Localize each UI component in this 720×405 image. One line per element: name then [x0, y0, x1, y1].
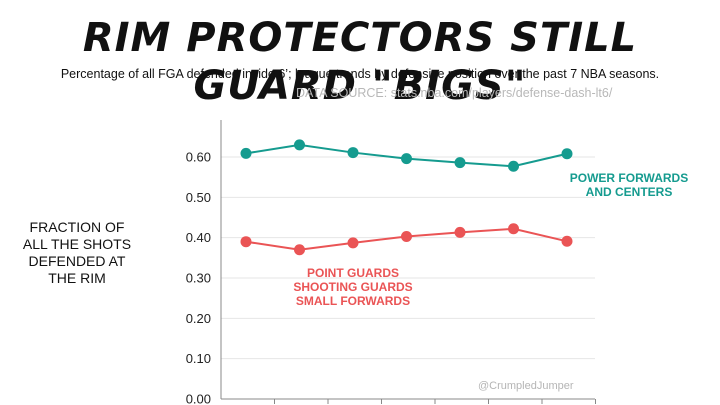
data-point-bigs: [561, 148, 573, 160]
y-tick-label: 0.20: [186, 311, 211, 326]
data-point-bigs: [454, 157, 466, 169]
data-source-note: DATA SOURCE: stats.nba.com/players/defen…: [296, 86, 613, 100]
data-point-perimeter: [240, 236, 252, 248]
chart-subtitle: Percentage of all FGA defended inside 6’…: [60, 67, 660, 81]
data-point-bigs: [294, 139, 305, 151]
data-point-perimeter: [561, 235, 573, 247]
y-tick-label: 0.30: [186, 271, 211, 286]
data-point-perimeter: [508, 223, 519, 235]
series-label-bigs: POWER FORWARDS AND CENTERS: [570, 171, 688, 199]
data-point-perimeter: [401, 230, 412, 242]
data-point-bigs: [508, 160, 519, 172]
data-point-bigs: [240, 147, 252, 159]
data-point-perimeter: [294, 244, 305, 256]
y-tick-label: 0.40: [186, 230, 211, 245]
series-label-line: SHOOTING GUARDS: [293, 280, 412, 294]
y-tick-label: 0.60: [186, 150, 211, 165]
data-point-bigs: [401, 153, 412, 165]
series-label-line: POWER FORWARDS: [570, 171, 688, 185]
y-tick-label: 0.00: [186, 392, 211, 405]
series-label-line: AND CENTERS: [586, 185, 673, 199]
y-tick-label: 0.10: [186, 351, 211, 366]
chart-title: RIM PROTECTORS STILL GUARD "BIGS": [82, 15, 638, 109]
series-lines: [240, 139, 573, 256]
gridlines: [221, 156, 595, 360]
data-point-bigs: [347, 147, 359, 159]
series-label-perimeter: POINT GUARDS SHOOTING GUARDS SMALL FORWARD…: [293, 266, 412, 308]
data-point-perimeter: [347, 237, 359, 249]
credit-watermark: @CrumpledJumper: [478, 380, 574, 392]
series-label-line: SMALL FORWARDS: [296, 294, 410, 308]
data-point-perimeter: [454, 226, 466, 238]
series-labels: POWER FORWARDS AND CENTERS POINT GUARDS SHO…: [293, 171, 688, 308]
series-label-line: POINT GUARDS: [307, 266, 399, 280]
axes: 0.00 0.10 0.20 0.30 0.40 0.50 0.60: [186, 120, 596, 405]
y-axis-label: FRACTION OF ALL THE SHOTS DEFENDED AT TH…: [22, 219, 132, 286]
y-tick-label: 0.50: [186, 190, 211, 205]
